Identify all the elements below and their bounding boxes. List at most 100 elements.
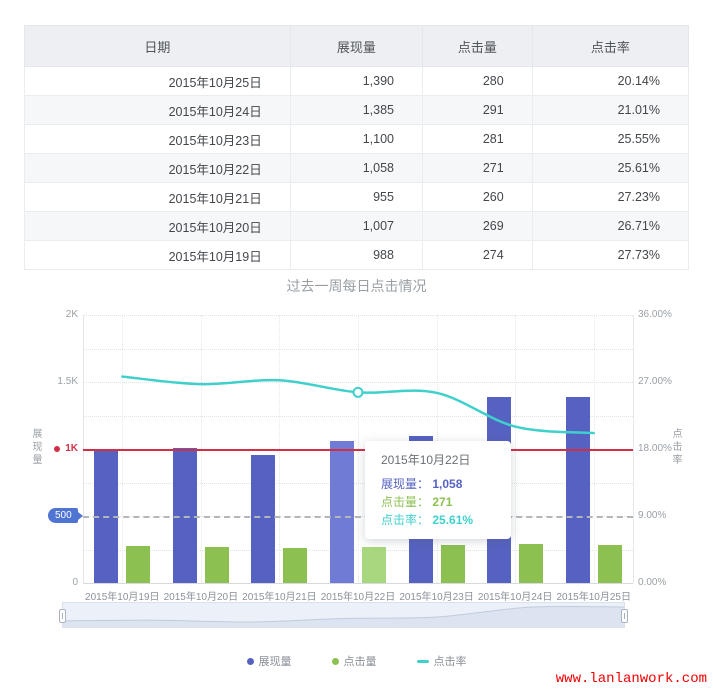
bar-clicks[interactable] [283, 548, 308, 583]
table-cell: 955 [289, 182, 423, 212]
left-axis-tick: 1.5K [57, 376, 78, 387]
bar-impressions[interactable] [172, 448, 197, 583]
table-cell: 274 [421, 240, 533, 270]
legend-label: 点击率 [433, 656, 467, 668]
table-cell: 1,100 [289, 124, 423, 154]
table-cell: 269 [421, 211, 533, 241]
ctr-point-marker[interactable] [352, 386, 364, 398]
column-header: 展现量 [289, 25, 423, 67]
table-cell: 27.73% [531, 240, 690, 270]
x-axis-line [83, 583, 633, 584]
x-axis-label: 2015年10月25日 [556, 592, 631, 603]
ctr-line[interactable] [121, 375, 595, 435]
axis-tag-500: 500 [48, 508, 83, 523]
x-axis-label: 2015年10月22日 [320, 592, 396, 603]
markline-500 [83, 516, 633, 518]
legend-label: 点击量 [343, 656, 377, 668]
legend-label: 展现量 [258, 656, 292, 668]
table-cell: 25.61% [531, 153, 690, 183]
right-axis-tick: 0.00% [638, 577, 667, 588]
markline-1k [83, 449, 633, 451]
markline-pin-icon [54, 446, 60, 452]
table-cell: 280 [421, 66, 533, 96]
tooltip-date: 2015年10月22日 [381, 453, 471, 467]
right-axis-tick: 36.00% [638, 309, 672, 320]
right-axis-title: 点击率 [670, 428, 681, 467]
table-cell: 260 [421, 182, 533, 212]
table-row: 2015年10月23日 1,100 281 25.55% [24, 124, 690, 154]
table-cell: 281 [421, 124, 533, 154]
bar-clicks[interactable] [519, 544, 544, 583]
table-cell: 20.14% [531, 66, 690, 96]
column-header: 点击量 [421, 25, 533, 67]
table-cell: 27.23% [531, 182, 690, 212]
legend-marker-icon [246, 657, 254, 665]
x-axis-label: 2015年10月20日 [163, 592, 239, 603]
table-cell: 21.01% [531, 95, 690, 125]
datazoom-left-handle[interactable] [59, 609, 66, 623]
legend-item-ctr[interactable]: 点击率 [416, 653, 467, 669]
table-cell: 25.55% [531, 124, 690, 154]
tooltip-row: 展现量： 1,058 [381, 477, 463, 491]
datazoom-slider[interactable] [59, 602, 628, 628]
x-axis-label: 2015年10月24日 [477, 592, 553, 603]
table-cell: 2015年10月22日 [24, 153, 291, 183]
bar-clicks[interactable] [597, 545, 622, 583]
table-row: 2015年10月20日 1,007 269 26.71% [24, 211, 690, 241]
left-axis-title: 展现量 [30, 428, 41, 467]
chart-area: 过去一周每日点击情况 0 500 1K 1.5K 2K 0.00% 9.00% 18.00%… [0, 270, 713, 690]
chart-title: 过去一周每日点击情况 [286, 278, 427, 294]
left-axis-tick: 1K [65, 443, 78, 454]
stats-table: 日期 展现量 点击量 点击率 2015年10月25日 1,390 280 20.14% 201… [24, 25, 690, 270]
table-cell: 271 [421, 153, 533, 183]
stats-table-header: 日期 展现量 点击量 点击率 [24, 25, 690, 67]
watermark-link[interactable]: www.lanlanwork.com [555, 671, 707, 687]
table-cell: 1,390 [289, 66, 423, 96]
table-cell: 1,058 [289, 153, 423, 183]
table-cell: 988 [289, 240, 423, 270]
table-row: 2015年10月19日 988 274 27.73% [24, 240, 690, 270]
bar-clicks[interactable] [362, 546, 386, 583]
left-axis-tick: 2K [65, 309, 78, 320]
right-axis-line [633, 315, 634, 583]
tooltip-row: 点击量： 271 [381, 495, 453, 509]
right-axis-tick: 27.00% [638, 376, 672, 387]
chart-tooltip: 2015年10月22日 展现量： 1,058 点击量： 271 点击率： 25.61… [365, 441, 511, 539]
table-cell: 2015年10月20日 [24, 211, 291, 241]
bar-impressions[interactable] [330, 441, 354, 583]
table-cell: 1,385 [289, 95, 423, 125]
table-cell: 2015年10月25日 [24, 66, 291, 96]
legend-item-impressions[interactable]: 展现量 [246, 653, 292, 669]
table-cell: 2015年10月24日 [24, 95, 291, 125]
bar-clicks[interactable] [126, 546, 151, 583]
bar-clicks[interactable] [440, 545, 465, 583]
table-cell: 2015年10月23日 [24, 124, 291, 154]
column-header: 日期 [24, 25, 291, 67]
legend-marker-icon [331, 657, 339, 665]
chart-legend: 展现量 点击量 点击率 [24, 653, 689, 669]
legend-item-clicks[interactable]: 点击量 [331, 653, 377, 669]
bar-impressions[interactable] [565, 396, 590, 583]
table-row: 2015年10月22日 1,058 271 25.61% [24, 153, 690, 183]
right-axis-tick: 9.00% [638, 510, 667, 521]
legend-marker-icon [416, 659, 429, 663]
table-row: 2015年10月24日 1,385 291 21.01% [24, 95, 690, 125]
column-header: 点击率 [531, 25, 690, 67]
table-cell: 1,007 [289, 211, 423, 241]
tooltip-row: 点击率： 25.61% [381, 513, 474, 527]
datazoom-preview [62, 605, 625, 627]
table-row: 2015年10月21日 955 260 27.23% [24, 182, 690, 212]
x-axis-label: 2015年10月19日 [85, 592, 160, 603]
bar-impressions[interactable] [251, 455, 276, 583]
bar-clicks[interactable] [204, 546, 229, 583]
plot-area [83, 315, 633, 583]
left-axis-tick: 0 [72, 577, 78, 588]
x-axis-label: 2015年10月23日 [399, 592, 474, 603]
x-axis-label: 2015年10月21日 [242, 592, 317, 603]
table-cell: 2015年10月19日 [24, 240, 291, 270]
right-axis-tick: 18.00% [638, 443, 672, 454]
table-cell: 26.71% [531, 211, 690, 241]
table-row: 2015年10月25日 1,390 280 20.14% [24, 66, 690, 96]
datazoom-right-handle[interactable] [621, 609, 628, 623]
